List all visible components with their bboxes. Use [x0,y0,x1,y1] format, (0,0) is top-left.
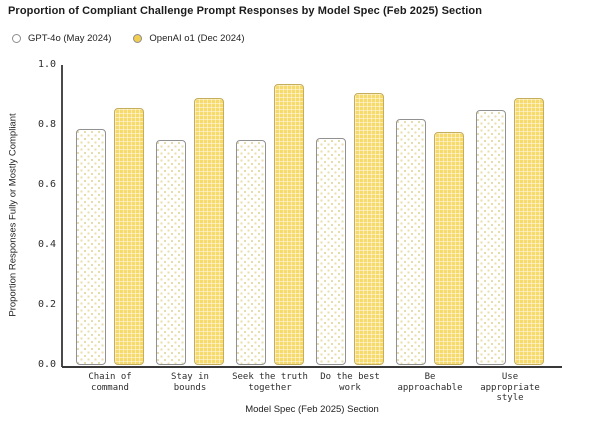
bar-gpt4o-chain-of [76,129,106,365]
x-axis-title: Model Spec (Feb 2025) Section [245,404,379,415]
bar-o1-stay-in [194,98,224,365]
plot-area [62,65,562,365]
x-tick-label: Stay in bounds [171,372,209,393]
bar-o1-seek-the-truth [274,84,304,365]
y-axis-line [61,65,63,367]
legend-item-gpt4o: GPT-4o (May 2024) [12,33,111,44]
legend-label-gpt4o: GPT-4o (May 2024) [28,33,112,44]
chart-title: Proportion of Compliant Challenge Prompt… [8,5,483,17]
y-axis-title: Proportion Responses Fully or Mostly Com… [7,113,19,317]
bar-gpt4o-do-the-best [316,138,346,365]
x-tick-label: Do the best work [320,372,380,393]
x-tick-label: Be approachable [397,372,463,393]
legend: GPT-4o (May 2024) OpenAI o1 (Dec 2024) [12,33,244,44]
x-tick-label: Use appropriate style [480,372,540,403]
bar-o1-chain-of [114,108,144,365]
x-axis-line [62,366,562,368]
y-tick-label: 0.2 [37,299,56,310]
y-tick-label: 0.0 [37,359,56,370]
bar-gpt4o-stay-in [156,140,186,365]
legend-label-o1: OpenAI o1 (Dec 2024) [149,33,245,44]
bar-gpt4o-use-appropriate [476,110,506,365]
gpt4o-legend-marker-icon [12,34,21,43]
legend-item-o1: OpenAI o1 (Dec 2024) [133,33,244,44]
bar-o1-use-appropriate [514,98,544,365]
x-tick-label: Chain of command [88,372,132,393]
y-tick-label: 0.8 [37,119,56,130]
y-tick-label: 0.4 [37,239,56,250]
o1-legend-marker-icon [133,34,143,43]
bar-gpt4o-be [396,119,426,365]
y-tick-label: 1.0 [37,59,56,70]
bar-o1-do-the-best [354,93,384,365]
bar-o1-be [434,132,464,365]
x-tick-label: Seek the truth together [232,372,308,393]
bar-gpt4o-seek-the-truth [236,140,266,365]
y-tick-label: 0.6 [37,179,56,190]
x-tick-labels: Chain of command Stay in bounds Seek the t… [62,372,562,403]
